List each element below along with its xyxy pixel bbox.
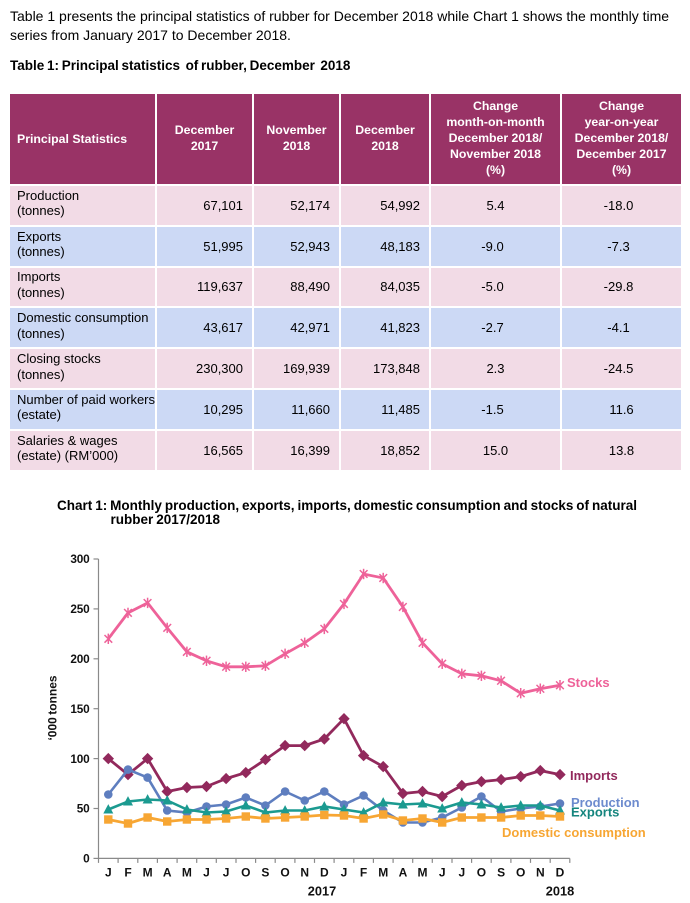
- svg-text:S: S: [261, 866, 269, 880]
- svg-text:J: J: [223, 866, 230, 880]
- svg-text:J: J: [105, 866, 112, 880]
- svg-text:150: 150: [70, 702, 90, 716]
- svg-text:50: 50: [77, 802, 90, 816]
- svg-text:N: N: [536, 866, 545, 880]
- svg-text:A: A: [163, 866, 172, 880]
- svg-text:0: 0: [83, 852, 90, 866]
- svg-text:2018: 2018: [546, 884, 574, 899]
- svg-text:Imports: Imports: [570, 768, 618, 783]
- svg-text:200: 200: [70, 652, 90, 666]
- svg-text:2017: 2017: [308, 884, 336, 899]
- svg-text:Production: Production: [571, 795, 640, 810]
- svg-text:J: J: [203, 866, 210, 880]
- svg-text:M: M: [143, 866, 153, 880]
- svg-text:N: N: [300, 866, 309, 880]
- svg-text:Domestic consumption: Domestic consumption: [502, 825, 646, 840]
- svg-text:M: M: [418, 866, 428, 880]
- svg-text:O: O: [477, 866, 486, 880]
- svg-text:O: O: [516, 866, 525, 880]
- svg-text:100: 100: [70, 752, 90, 766]
- svg-text:Stocks: Stocks: [567, 675, 610, 690]
- svg-text:Exports: Exports: [571, 805, 619, 820]
- svg-text:S: S: [497, 866, 505, 880]
- svg-text:300: 300: [70, 552, 90, 566]
- svg-text:‘000 tonnes: ‘000 tonnes: [46, 675, 60, 740]
- svg-text:D: D: [320, 866, 329, 880]
- svg-text:M: M: [182, 866, 192, 880]
- svg-text:O: O: [241, 866, 250, 880]
- svg-text:F: F: [124, 866, 131, 880]
- svg-text:250: 250: [70, 602, 90, 616]
- svg-text:J: J: [341, 866, 348, 880]
- svg-text:A: A: [399, 866, 408, 880]
- svg-text:F: F: [360, 866, 367, 880]
- svg-text:O: O: [280, 866, 289, 880]
- svg-text:J: J: [439, 866, 446, 880]
- svg-text:M: M: [378, 866, 388, 880]
- svg-text:J: J: [458, 866, 465, 880]
- svg-text:D: D: [556, 866, 565, 880]
